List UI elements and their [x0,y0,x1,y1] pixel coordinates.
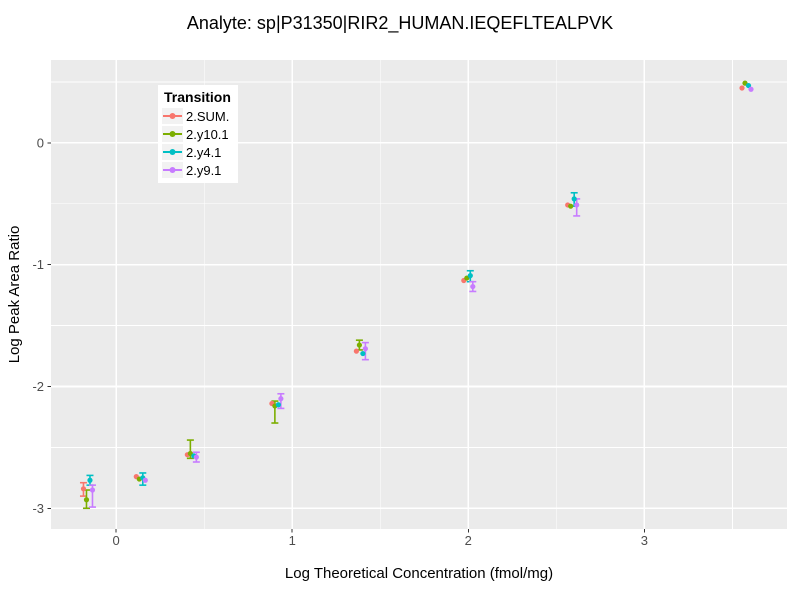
legend-key-icon [162,108,183,124]
data-point [275,402,281,408]
y-tick-label: -1 [32,257,44,272]
x-tick-label: 3 [641,533,648,548]
data-point [467,273,473,279]
chart-title: Analyte: sp|P31350|RIR2_HUMAN.IEQEFLTEAL… [186,13,614,33]
data-point [470,283,476,290]
data-point [568,203,574,209]
data-point [745,82,752,89]
legend-title: Transition [164,89,231,105]
data-point [142,477,148,483]
data-point [356,342,362,348]
x-tick-label: 0 [113,533,120,548]
legend-key-icon [162,162,183,178]
data-point [571,196,577,202]
data-point [193,454,199,460]
legend-item: 2.y4.1 [162,143,231,161]
data-point [739,85,745,91]
legend-item-label: 2.y4.1 [186,144,222,160]
data-point [353,348,359,354]
legend-key-icon [162,126,183,142]
data-point [574,202,580,208]
legend-item-label: 2.y9.1 [186,162,222,178]
data-point [80,486,87,492]
data-point [89,487,96,493]
data-point [83,497,90,503]
legend-key-icon [162,144,183,160]
legend-item: 2.SUM. [162,107,231,125]
y-tick-label: 0 [37,135,44,150]
y-axis-title: Log Peak Area Ratio [6,225,23,364]
legend-item: 2.y9.1 [162,161,231,179]
legend-items: 2.SUM. 2.y10.1 2.y4.1 2.y9.1 [162,107,231,179]
legend-item: 2.y10.1 [162,125,231,143]
data-point [87,477,93,483]
y-tick-label: -2 [32,379,44,394]
x-tick-label: 2 [465,533,472,548]
data-point [748,86,754,92]
legend: Transition 2.SUM. 2.y10.1 2.y4.1 2.y9.1 [158,85,238,183]
y-tick-label: -3 [32,501,44,516]
legend-item-label: 2.y10.1 [186,126,229,142]
data-point [360,350,366,357]
data-point [362,346,368,352]
legend-item-label: 2.SUM. [186,108,230,124]
x-axis-title: Log Theoretical Concentration (fmol/mg) [284,565,554,582]
x-tick-label: 1 [289,533,296,548]
data-point [278,396,284,402]
